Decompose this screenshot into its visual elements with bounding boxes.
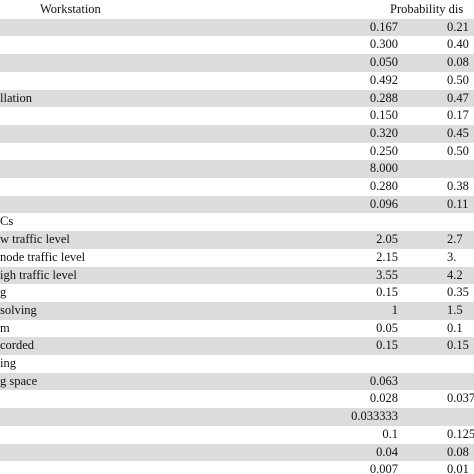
row-label: corded [0, 338, 35, 353]
table-row: igh traffic level 3.55 4.2 [0, 266, 474, 285]
value-cell: 0.037 [447, 391, 474, 406]
table-row: 0.300 0.40 [0, 36, 474, 54]
table-row: g 0.15 0.35 [0, 284, 474, 302]
value-cell: 0.11 [447, 196, 469, 211]
table-row: w traffic level 2.05 2.7 [0, 231, 474, 249]
row-label: m [0, 320, 10, 335]
value-cell: 0.17 [447, 108, 469, 123]
value-cell: 3. [447, 249, 457, 264]
value-cell: 0.125 [447, 426, 474, 441]
value-cell: 2.7 [447, 232, 463, 247]
value-cell: 8.000 [369, 161, 398, 176]
value-cell: 0.38 [447, 179, 469, 193]
value-cell: 0.1 [382, 426, 398, 441]
value-cell: 0.50 [447, 72, 469, 87]
value-cell: 0.320 [369, 125, 398, 140]
table-row: 0.320 0.45 [0, 124, 474, 143]
table-row: m 0.05 0.1 [0, 320, 474, 338]
value-cell: 0.096 [369, 196, 398, 211]
table-row: ing [0, 355, 474, 373]
value-cell: 0.033333 [351, 409, 398, 424]
row-label: node traffic level [0, 249, 86, 264]
value-cell: 0.288 [369, 90, 398, 105]
table-row: 0.150 0.17 [0, 107, 474, 125]
value-cell: 2.05 [376, 232, 398, 247]
header-row: Workstation Probability dis [0, 1, 474, 20]
value-cell: 0.15 [376, 285, 398, 300]
table-row: 8.000 [0, 160, 474, 178]
value-cell: 0.50 [447, 143, 469, 158]
value-cell: 0.063 [369, 373, 398, 388]
value-cell: 0.05 [376, 320, 398, 335]
value-cell: 4.2 [447, 267, 463, 282]
value-cell: 0.300 [369, 37, 398, 52]
value-cell: 1.5 [447, 302, 463, 317]
table-row: g space 0.063 [0, 372, 474, 391]
table-row: corded 0.15 0.15 [0, 337, 474, 355]
value-cell: 0.007 [369, 462, 398, 474]
row-label: solving [0, 302, 37, 317]
value-cell: 0.08 [447, 444, 469, 459]
value-cell: 0.40 [447, 37, 469, 52]
row-label: g [0, 285, 7, 300]
value-cell: 0.35 [447, 285, 469, 300]
row-label: ing [0, 356, 16, 370]
table-row: 0.167 0.21 [0, 18, 474, 37]
table-row: 0.1 0.125 [0, 426, 474, 444]
value-cell: 0.050 [369, 55, 398, 70]
value-cell: 0.280 [369, 179, 398, 193]
value-cell: 0.21 [447, 19, 469, 34]
table-row: llation 0.288 0.47 [0, 89, 474, 108]
value-cell: 0.492 [369, 72, 398, 87]
table-row: 0.033333 [0, 408, 474, 426]
value-cell: 0.167 [369, 19, 398, 34]
table-row: 0.280 0.38 [0, 178, 474, 196]
value-cell: 0.1 [447, 320, 463, 335]
value-cell: 0.15 [447, 338, 469, 353]
value-cell: 3.55 [376, 267, 398, 282]
value-cell: 0.45 [447, 125, 469, 140]
header-cell: Probability dis [390, 2, 464, 16]
value-cell: 0.150 [369, 108, 398, 123]
table-row: solving 1 1.5 [0, 301, 474, 320]
value-cell: 0.04 [376, 444, 398, 459]
table-row: 0.250 0.50 [0, 143, 474, 161]
row-label: w traffic level [0, 232, 70, 247]
row-label: llation [0, 90, 32, 105]
table-row: node traffic level 2.15 3. [0, 249, 474, 267]
value-cell: 0.250 [369, 143, 398, 158]
table-row: 0.096 0.11 [0, 195, 474, 214]
row-label: igh traffic level [0, 267, 77, 282]
table-row: 0.492 0.50 [0, 72, 474, 90]
value-cell: 0.01 [447, 462, 469, 474]
value-cell: 0.47 [447, 90, 469, 105]
value-cell: 1 [391, 302, 398, 317]
value-cell: 0.08 [447, 55, 469, 70]
header-cell: Workstation [40, 2, 101, 16]
value-cell: 0.15 [376, 338, 398, 353]
value-cell: 2.15 [376, 249, 398, 264]
table-row: 0.04 0.08 [0, 443, 474, 462]
table-row: Cs [0, 213, 474, 231]
row-label: Cs [0, 214, 14, 229]
table-row: 0.028 0.037 [0, 390, 474, 408]
row-label: g space [0, 373, 38, 388]
table-row: 0.007 0.01 [0, 461, 474, 474]
value-cell: 0.028 [369, 391, 398, 406]
table-row: 0.050 0.08 [0, 54, 474, 72]
